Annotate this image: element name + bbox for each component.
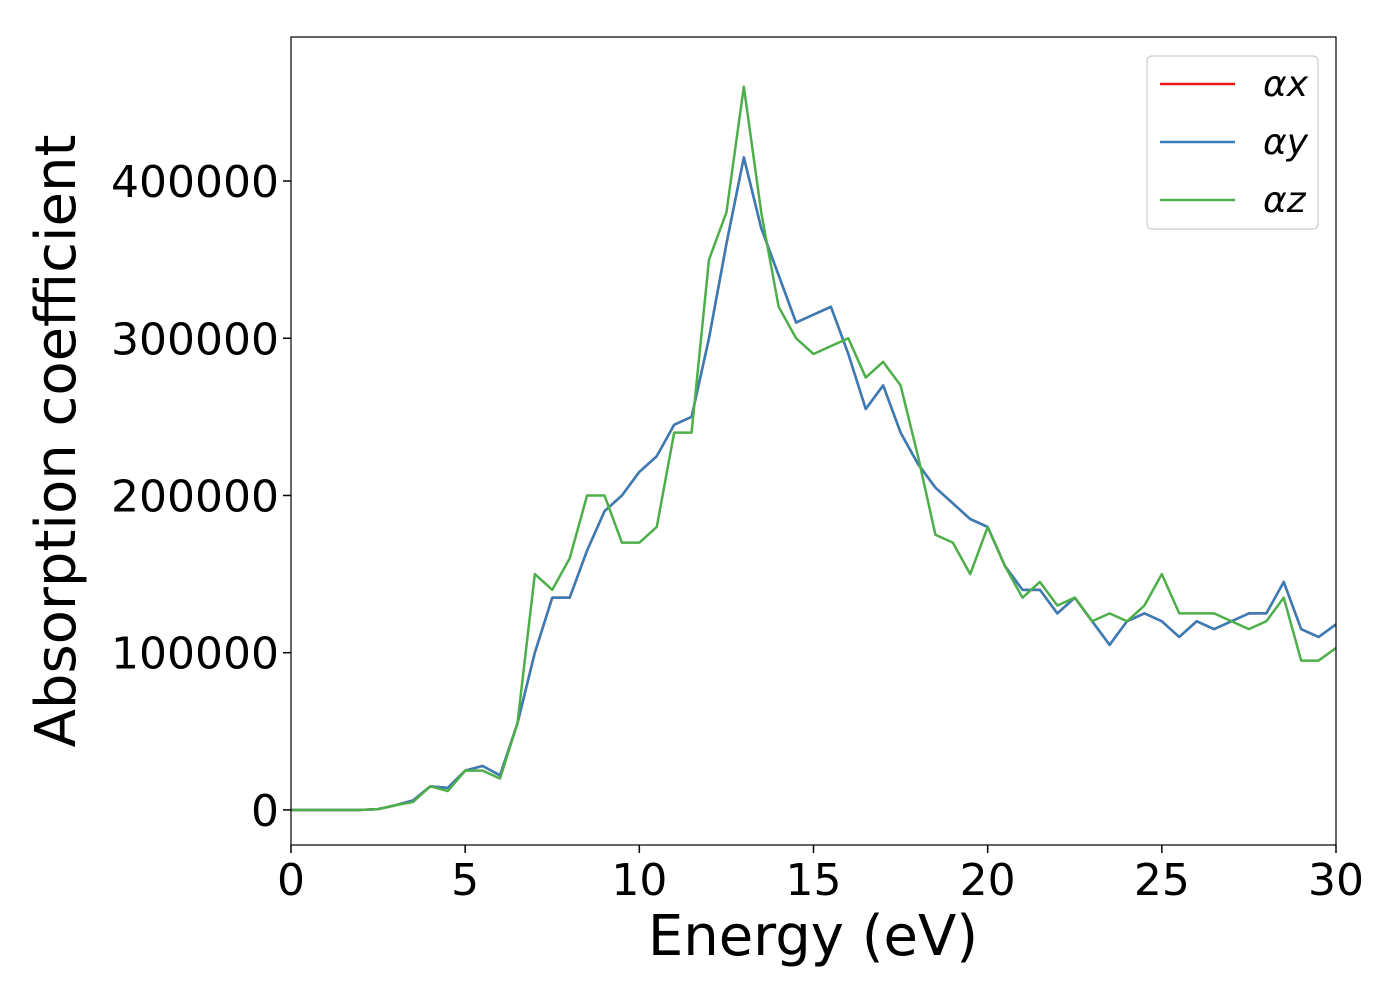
legend-label: αy: [1263, 122, 1309, 163]
x-tick-label: 20: [960, 855, 1016, 906]
y-tick-label: 400000: [111, 157, 279, 208]
y-axis-label: Absorption coefficient: [24, 135, 89, 748]
y-tick-label: 200000: [111, 471, 279, 522]
x-tick-label: 5: [451, 855, 479, 906]
y-tick-label: 300000: [111, 314, 279, 365]
x-tick-label: 25: [1134, 855, 1190, 906]
data-line: [291, 156, 1337, 812]
data-line: [291, 156, 1337, 812]
data-line: [291, 85, 1337, 812]
x-tick-label: 30: [1308, 855, 1364, 906]
x-axis-label: Energy (eV): [648, 904, 978, 969]
x-tick-label: 10: [611, 855, 667, 906]
legend-label: αz: [1263, 180, 1307, 221]
y-tick-label: 100000: [111, 629, 279, 680]
x-tick-label: 0: [277, 855, 305, 906]
x-tick-label: 15: [786, 855, 842, 906]
legend-label: αx: [1263, 64, 1309, 105]
plot-frame: [290, 36, 1337, 846]
y-tick-label: 0: [251, 786, 279, 837]
